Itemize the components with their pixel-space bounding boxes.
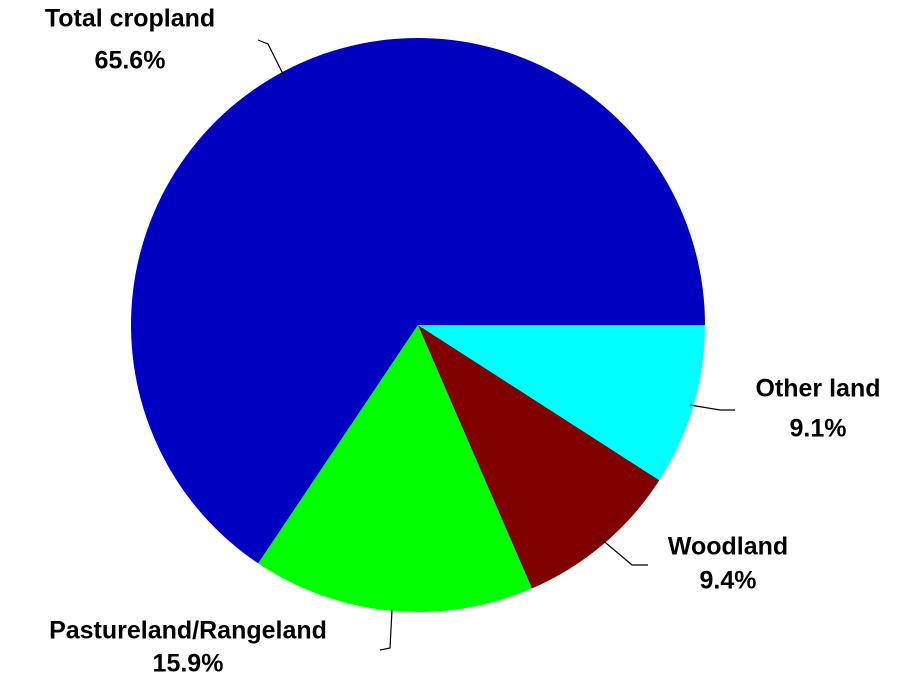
pie-slice (418, 325, 705, 481)
leader-line (379, 609, 393, 651)
pie-slice (130, 38, 705, 564)
leader-line (599, 537, 648, 566)
slice-value-label: 15.9% (153, 650, 224, 678)
slice-value-label: 9.4% (700, 567, 757, 595)
slice-label: Other land (755, 375, 880, 403)
leader-line (257, 39, 286, 79)
pie-slice (418, 325, 660, 589)
slice-value-label: 9.1% (790, 415, 847, 443)
slice-label: Total cropland (45, 5, 215, 33)
pie-slice (258, 325, 532, 612)
slice-label: Woodland (668, 533, 788, 561)
slice-value-label: 65.6% (95, 47, 166, 75)
leader-line (689, 404, 735, 411)
slice-label: Pastureland/Rangeland (49, 617, 327, 645)
